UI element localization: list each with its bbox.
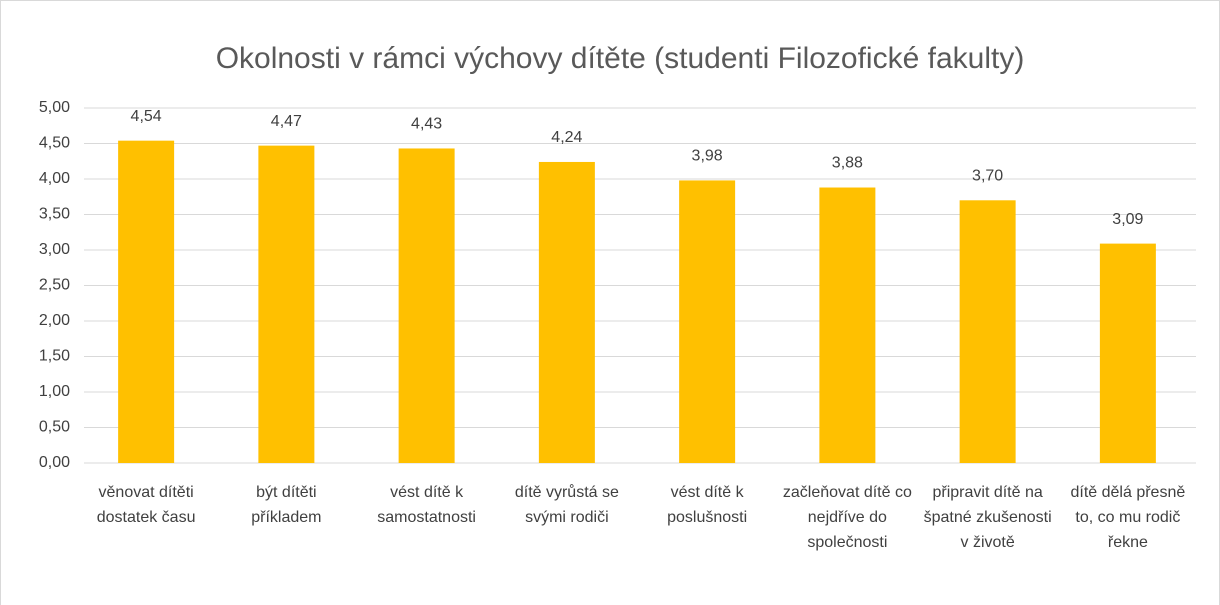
- bar: [118, 140, 175, 463]
- x-tick-label: připravit dítě na špatné zkušenosti v ži…: [923, 484, 1052, 551]
- y-tick-label: 2,00: [39, 312, 70, 329]
- y-tick-label: 1,00: [39, 383, 70, 400]
- x-tick-label: dítě dělá přesně to, co mu rodič řekne: [1070, 484, 1186, 551]
- data-label: 3,09: [1112, 211, 1143, 228]
- y-tick-label: 3,50: [39, 206, 70, 223]
- bar: [959, 200, 1016, 464]
- x-tick-label: dítě vyrůstá se svými rodiči: [514, 484, 619, 526]
- x-tick-label: věnovat dítěti dostatek času: [96, 484, 196, 526]
- bar: [819, 187, 876, 463]
- bar: [258, 145, 315, 463]
- chart-title: Okolnosti v rámci výchovy dítěte (studen…: [216, 42, 1025, 75]
- x-tick-label: vést dítě k poslušnosti: [667, 484, 748, 526]
- data-label: 4,24: [551, 129, 582, 146]
- bar: [538, 161, 595, 463]
- x-tick-label: začleňovat dítě co nejdříve do společnos…: [782, 484, 912, 551]
- data-label: 4,47: [271, 113, 302, 130]
- y-tick-label: 1,50: [39, 348, 70, 365]
- data-label: 4,43: [411, 116, 442, 133]
- y-tick-label: 4,50: [39, 135, 70, 152]
- data-label: 3,70: [972, 168, 1003, 185]
- y-tick-label: 0,00: [39, 454, 70, 471]
- y-tick-label: 2,50: [39, 277, 70, 294]
- y-tick-label: 5,00: [39, 99, 70, 116]
- bar: [398, 148, 455, 463]
- x-tick-label: vést dítě k samostatnosti: [377, 484, 476, 526]
- y-tick-label: 0,50: [39, 419, 70, 436]
- x-tick-label: být dítěti příkladem: [251, 484, 322, 526]
- data-label: 3,88: [832, 155, 863, 172]
- data-label: 3,98: [692, 148, 723, 165]
- bar: [679, 180, 736, 464]
- y-tick-label: 4,00: [39, 170, 70, 187]
- data-label: 4,54: [131, 108, 162, 125]
- bar: [1099, 243, 1156, 463]
- y-tick-label: 3,00: [39, 241, 70, 258]
